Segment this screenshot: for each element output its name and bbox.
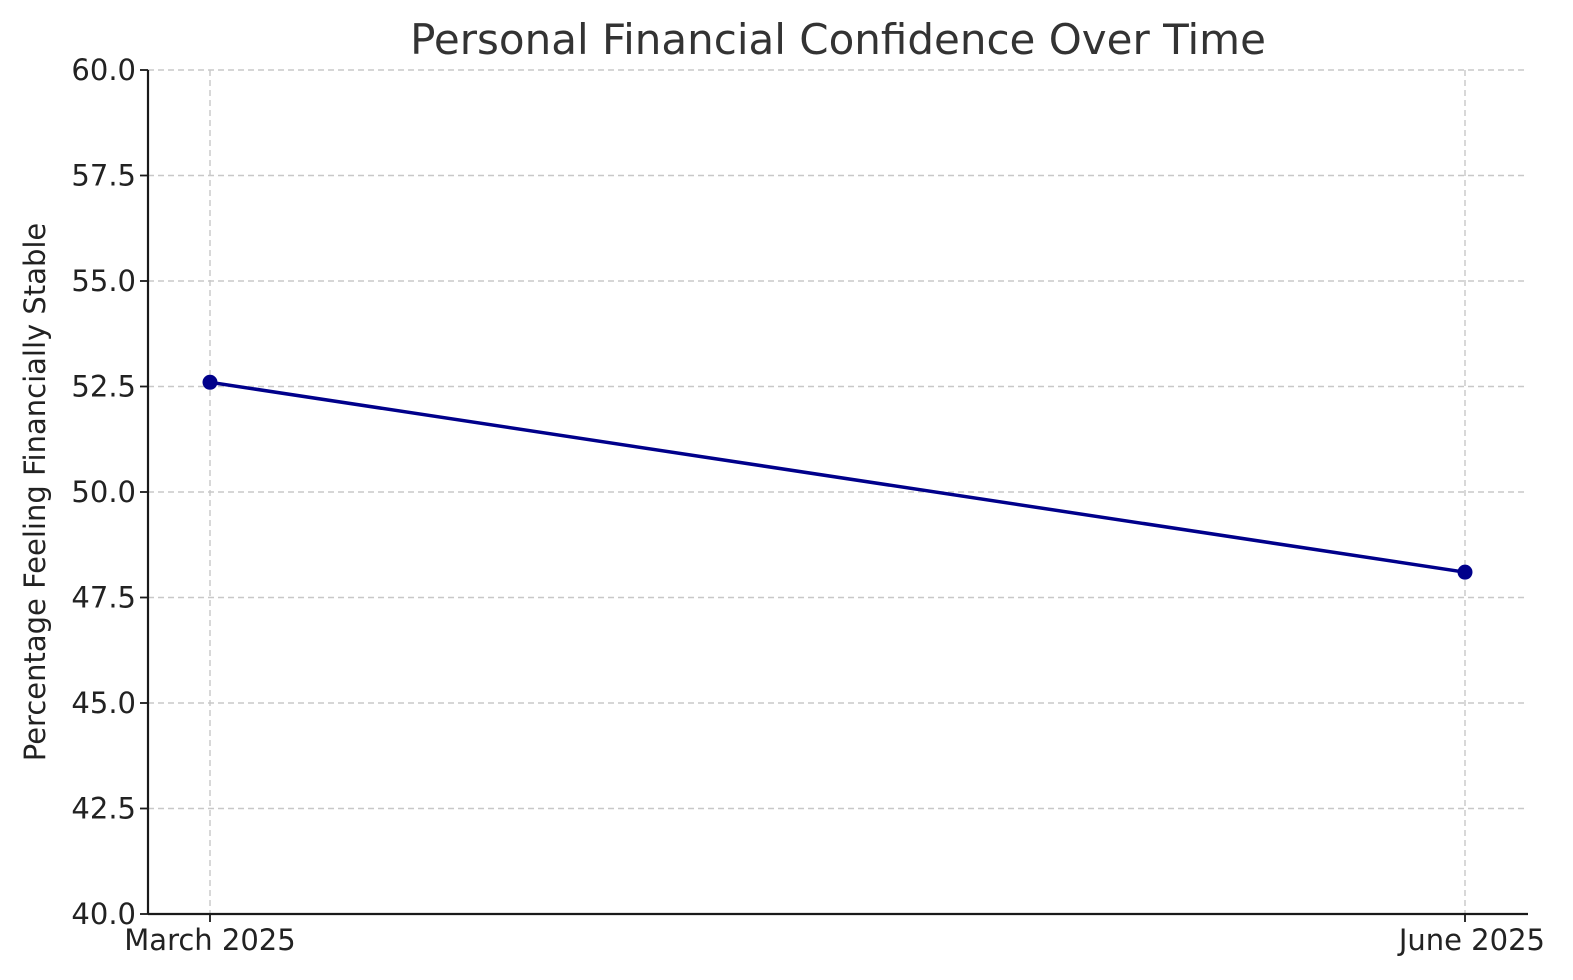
chart-title: Personal Financial Confidence Over Time [410,15,1266,64]
ticks: 40.0 42.5 45.0 47.5 50.0 52.5 55.0 57.5 60.0 Marc… [71,53,1545,957]
y-tick-label: 47.5 [71,581,136,615]
y-tick-label: 50.0 [71,475,136,509]
x-tick-label: June 2025 [1397,923,1545,957]
y-axis-label: Percentage Feeling Financially Stable [18,223,52,762]
y-tick-label: 55.0 [71,264,136,298]
data-point [202,374,218,390]
y-tick-label: 42.5 [71,792,136,826]
x-tick-label: March 2025 [124,923,295,957]
series-line [209,380,1466,574]
y-tick-label: 60.0 [71,53,136,87]
y-tick-label: 40.0 [71,897,136,931]
data-point [1457,564,1473,580]
grid [148,69,1528,915]
y-tick-label: 45.0 [71,686,136,720]
y-tick-label: 52.5 [71,370,136,404]
y-tick-label: 57.5 [71,159,136,193]
series [202,374,1473,580]
